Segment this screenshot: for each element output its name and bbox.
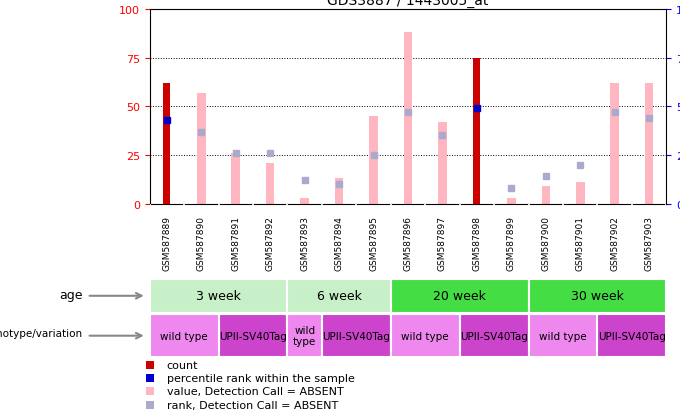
Bar xyxy=(197,93,205,204)
Text: GSM587902: GSM587902 xyxy=(610,215,619,270)
Bar xyxy=(288,279,391,313)
Text: GSM587901: GSM587901 xyxy=(576,215,585,270)
Title: GDS3887 / 1443005_at: GDS3887 / 1443005_at xyxy=(327,0,489,7)
Bar xyxy=(611,84,619,204)
Bar xyxy=(322,314,391,357)
Text: age: age xyxy=(58,288,82,301)
Text: 3 week: 3 week xyxy=(196,290,241,303)
Bar xyxy=(266,163,275,204)
Bar xyxy=(404,33,412,204)
Bar xyxy=(541,187,550,204)
Text: 30 week: 30 week xyxy=(571,290,624,303)
Text: GSM587891: GSM587891 xyxy=(231,215,240,270)
Text: GSM587899: GSM587899 xyxy=(507,215,516,270)
Text: rank, Detection Call = ABSENT: rank, Detection Call = ABSENT xyxy=(167,400,338,410)
Bar xyxy=(335,179,343,204)
Text: UPII-SV40Tag: UPII-SV40Tag xyxy=(460,331,528,341)
Bar xyxy=(473,59,480,204)
Bar xyxy=(163,84,170,204)
Text: value, Detection Call = ABSENT: value, Detection Call = ABSENT xyxy=(167,386,343,396)
Text: UPII-SV40Tag: UPII-SV40Tag xyxy=(322,331,390,341)
Text: GSM587890: GSM587890 xyxy=(197,215,206,270)
Bar xyxy=(231,154,240,204)
Bar xyxy=(218,314,288,357)
Bar xyxy=(391,279,528,313)
Text: GSM587903: GSM587903 xyxy=(645,215,653,270)
Bar xyxy=(576,183,585,204)
Bar xyxy=(507,198,515,204)
Bar xyxy=(438,123,447,204)
Bar xyxy=(288,314,322,357)
Text: GSM587893: GSM587893 xyxy=(300,215,309,270)
Text: GSM587898: GSM587898 xyxy=(473,215,481,270)
Bar xyxy=(645,84,653,204)
Bar xyxy=(150,279,288,313)
Text: percentile rank within the sample: percentile rank within the sample xyxy=(167,373,354,383)
Bar xyxy=(301,198,309,204)
Bar xyxy=(369,117,378,204)
Text: wild
type: wild type xyxy=(293,325,316,347)
Bar xyxy=(528,314,598,357)
Text: genotype/variation: genotype/variation xyxy=(0,329,82,339)
Bar xyxy=(460,314,528,357)
Text: wild type: wild type xyxy=(160,331,208,341)
Text: wild type: wild type xyxy=(539,331,587,341)
Text: GSM587892: GSM587892 xyxy=(266,215,275,270)
Bar xyxy=(598,314,666,357)
Text: count: count xyxy=(167,360,198,370)
Text: GSM587897: GSM587897 xyxy=(438,215,447,270)
Text: 6 week: 6 week xyxy=(317,290,362,303)
Text: GSM587895: GSM587895 xyxy=(369,215,378,270)
Text: UPII-SV40Tag: UPII-SV40Tag xyxy=(219,331,287,341)
Text: UPII-SV40Tag: UPII-SV40Tag xyxy=(598,331,666,341)
Bar xyxy=(391,314,460,357)
Text: 20 week: 20 week xyxy=(433,290,486,303)
Text: GSM587889: GSM587889 xyxy=(163,215,171,270)
Text: GSM587894: GSM587894 xyxy=(335,215,343,270)
Text: GSM587900: GSM587900 xyxy=(541,215,550,270)
Text: GSM587896: GSM587896 xyxy=(403,215,413,270)
Bar xyxy=(528,279,666,313)
Text: wild type: wild type xyxy=(401,331,449,341)
Bar xyxy=(150,314,218,357)
